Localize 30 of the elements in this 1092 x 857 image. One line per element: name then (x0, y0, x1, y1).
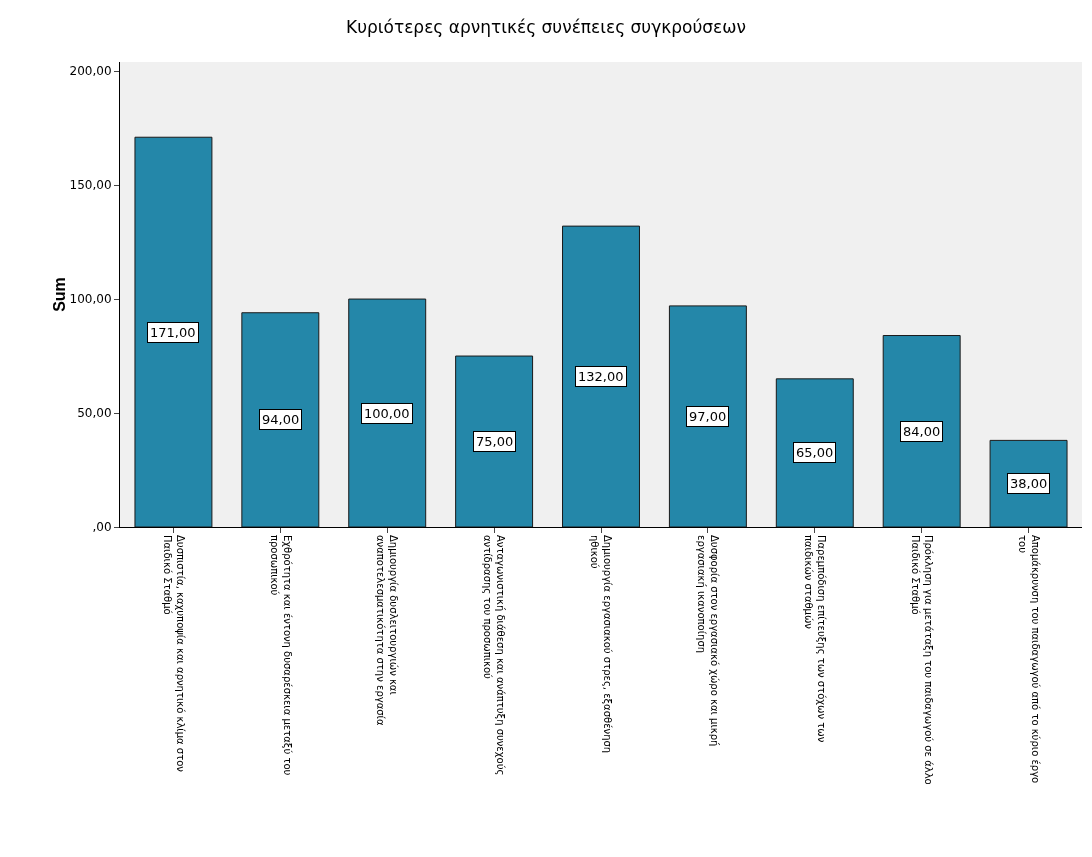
x-tick-label: Εχθρότητα και έντονη δυσαρέσκεια μεταξύ του προσωπικού (268, 535, 293, 776)
x-tick-label: Απομάκρυνση του παιδαγωγού από το κύριο έργο του (1016, 535, 1041, 784)
y-tick-label: 50,00 (77, 406, 112, 421)
x-tick-label: Πρόκληση για μετάταξη του παιδαγωγού σε άλλο Παιδικό Σταθμό (909, 535, 934, 785)
bar (241, 312, 320, 527)
data-label: 171,00 (150, 325, 196, 340)
data-label: 97,00 (689, 409, 727, 424)
bar (882, 335, 961, 527)
data-label: 75,00 (476, 434, 514, 449)
y-tick-label: ,00 (92, 520, 112, 535)
y-tick-label: 100,00 (69, 292, 112, 307)
x-tick-label: Δυσπιστία, καχυποψία και αρνητικό κλίμα στον Παιδικό Σταθμό (161, 535, 186, 773)
data-label: 100,00 (364, 406, 410, 421)
data-label: 65,00 (796, 445, 834, 460)
data-label: 132,00 (578, 369, 624, 384)
chart-title: Κυριότερες αρνητικές συνέπειες συγκρούσεων (345, 17, 747, 38)
data-label: 94,00 (262, 412, 300, 427)
bar (668, 305, 747, 527)
y-tick-label: 200,00 (69, 64, 112, 79)
bar (134, 136, 213, 527)
y-tick-label: 150,00 (69, 178, 112, 193)
bar (562, 225, 640, 527)
bar (455, 355, 534, 527)
y-axis-title: Sum (50, 277, 68, 312)
bar (348, 298, 427, 527)
x-tick-label: Παρεμπόδιση επίτευξης των στόχων των παιδικών σταθμών (803, 535, 828, 743)
x-tick-label: Δημιουργία εργασιακού στρες, εξασθένηση ηθικού (589, 535, 614, 754)
data-label: 84,00 (903, 424, 941, 439)
data-label: 38,00 (1010, 476, 1048, 491)
bar (775, 378, 854, 527)
